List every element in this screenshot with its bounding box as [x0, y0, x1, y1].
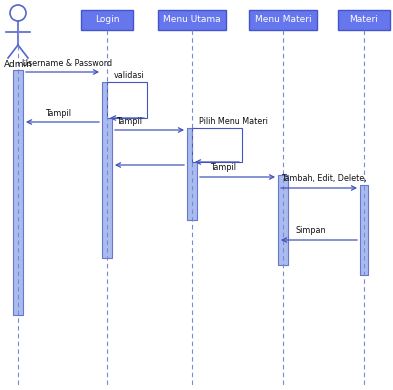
Bar	[278, 175, 288, 265]
Text: Tampil: Tampil	[116, 117, 142, 126]
Bar	[107, 82, 147, 118]
Text: Menu Materi: Menu Materi	[255, 16, 311, 25]
Bar	[81, 10, 133, 30]
Bar	[13, 70, 23, 315]
Bar	[187, 128, 197, 220]
Text: validasi: validasi	[114, 71, 145, 80]
Text: Simpan: Simpan	[295, 226, 325, 235]
Text: Tambah, Edit, Delete,: Tambah, Edit, Delete,	[281, 174, 367, 183]
Text: Menu Utama: Menu Utama	[163, 16, 221, 25]
Text: Pilih Menu Materi: Pilih Menu Materi	[199, 117, 268, 126]
Text: Login: Login	[95, 16, 119, 25]
Bar	[360, 185, 368, 275]
Text: Admin: Admin	[4, 60, 33, 69]
Text: Tampil: Tampil	[210, 163, 236, 172]
Bar	[249, 10, 317, 30]
Bar	[338, 10, 390, 30]
Bar	[158, 10, 226, 30]
Text: Username & Password: Username & Password	[22, 59, 112, 68]
Text: Materi: Materi	[349, 16, 378, 25]
Text: Tampil: Tampil	[45, 109, 71, 118]
Bar	[102, 82, 112, 258]
Bar	[192, 128, 242, 162]
